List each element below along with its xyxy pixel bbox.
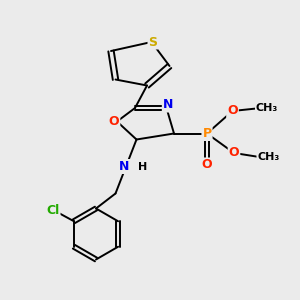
Text: P: P: [202, 127, 211, 140]
Text: O: O: [229, 146, 239, 160]
Text: Cl: Cl: [46, 204, 59, 217]
Text: S: S: [148, 35, 158, 49]
Text: O: O: [202, 158, 212, 172]
Text: CH₃: CH₃: [256, 103, 278, 113]
Text: H: H: [138, 161, 147, 172]
Text: O: O: [227, 104, 238, 118]
Text: O: O: [109, 115, 119, 128]
Text: CH₃: CH₃: [257, 152, 280, 163]
Text: N: N: [163, 98, 173, 112]
Text: N: N: [119, 160, 130, 173]
